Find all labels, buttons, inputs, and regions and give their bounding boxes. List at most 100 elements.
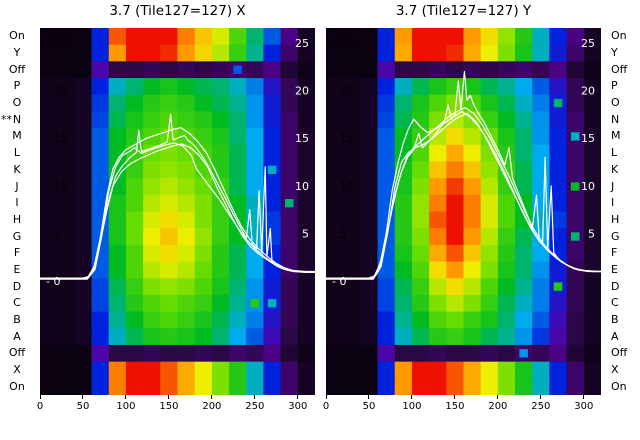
heatmap-cell	[194, 111, 213, 129]
heatmap-cell	[57, 228, 75, 246]
heatmap-cell	[343, 211, 361, 229]
heatmap-cell	[246, 61, 265, 79]
x-tick-mark	[497, 395, 499, 399]
heatmap-cell	[532, 144, 551, 163]
heatmap-cell	[463, 61, 482, 79]
heatmap-cell	[326, 44, 344, 62]
heatmap-cell	[497, 44, 516, 62]
heatmap-cell	[480, 261, 499, 279]
row-label-left: P	[13, 79, 21, 93]
heatmap-cell	[446, 278, 465, 296]
heatmap-cell	[394, 361, 413, 379]
heatmap-spot	[570, 182, 580, 191]
row-label-right: A	[611, 329, 619, 343]
heatmap-cell	[40, 28, 58, 46]
inner-ytick-right: 10	[581, 180, 595, 193]
heatmap-cell	[177, 228, 196, 246]
heatmap-cell	[360, 244, 379, 263]
heatmap-cell	[194, 344, 213, 363]
heatmap-cell	[411, 61, 430, 79]
heatmap-cell	[360, 278, 379, 296]
heatmap-cell	[40, 344, 58, 363]
heatmap-cell	[394, 194, 413, 213]
heatmap-cell	[74, 194, 93, 213]
heatmap-cell	[297, 161, 315, 179]
overlay-trace	[40, 113, 315, 279]
heatmap-cell	[429, 344, 447, 363]
heatmap-cell	[91, 161, 110, 179]
heatmap-cell	[411, 111, 430, 129]
heatmap-cell	[194, 378, 213, 395]
inner-ytick-left: - 25	[46, 37, 67, 50]
heatmap-cell	[74, 28, 93, 46]
heatmap-cell	[108, 61, 127, 79]
heatmap-cell	[411, 278, 430, 296]
row-label-right: P	[611, 79, 618, 93]
heatmap-cell	[211, 344, 230, 363]
heatmap-cell	[583, 278, 601, 296]
heatmap-cell	[74, 144, 93, 163]
heatmap-cell	[497, 28, 516, 46]
heatmap-cell	[57, 261, 75, 279]
heatmap-cell	[583, 94, 601, 113]
heatmap-cell	[143, 44, 161, 62]
heatmap-cell	[326, 311, 344, 329]
panel-title-y: 3.7 (Tile127=127) Y	[395, 3, 532, 19]
heatmap-cell	[394, 178, 413, 196]
heatmap-cell	[532, 278, 551, 296]
heatmap-cell	[532, 94, 551, 113]
heatmap-cell	[566, 361, 585, 379]
heatmap-spot	[553, 98, 563, 108]
heatmap-cell	[497, 378, 516, 395]
heatmap-cell	[280, 111, 299, 129]
heatmap-cell	[74, 378, 93, 395]
heatmap-cell	[246, 44, 265, 62]
heatmap-cell	[583, 228, 601, 246]
heatmap-cell	[108, 78, 127, 96]
row-label-right: X	[611, 363, 619, 376]
heatmap-cell	[246, 344, 265, 363]
row-label-right: G	[611, 229, 620, 243]
x-tick-label: 250	[531, 401, 551, 412]
heatmap-cell	[263, 194, 282, 213]
heatmap-cell	[160, 28, 179, 46]
heatmap-cell	[394, 94, 413, 113]
heatmap-cell	[194, 144, 213, 163]
heatmap-cell	[343, 378, 361, 395]
heatmap-cell	[246, 128, 265, 146]
heatmap-cell	[108, 361, 127, 379]
heatmap-cell	[532, 344, 551, 363]
heatmap-cell	[246, 94, 265, 113]
row-label-left: K	[13, 162, 21, 176]
heatmap-cell	[515, 294, 533, 313]
heatmap-cell	[463, 144, 482, 163]
heatmap-cell	[326, 228, 344, 246]
heatmap-cell	[263, 28, 282, 46]
heatmap-cell	[549, 128, 568, 146]
heatmap-cell	[143, 61, 161, 79]
heatmap-cell	[177, 61, 196, 79]
heatmap-cell	[515, 378, 533, 395]
heatmap-cell	[394, 278, 413, 296]
heatmap-cell	[74, 211, 93, 229]
heatmap-cell	[360, 128, 379, 146]
heatmap-cell	[108, 378, 127, 395]
heatmap-cell	[343, 311, 361, 329]
heatmap-cell	[143, 28, 161, 46]
heatmap-cell	[108, 178, 127, 196]
heatmap-cell	[463, 44, 482, 62]
heatmap-cell	[40, 261, 58, 279]
heatmap-cell	[74, 111, 93, 129]
heatmap-cell	[211, 44, 230, 62]
heatmap-cell	[177, 328, 196, 346]
heatmap-cell	[446, 28, 465, 46]
heatmap-cell	[297, 244, 315, 263]
heatmap-cell	[566, 328, 585, 346]
heatmap-cell	[566, 261, 585, 279]
heatmap-panel-y: - 25 25 - 20 20 - 15 15 - 10 10 - 5 5 - 0	[326, 28, 601, 395]
heatmap-cell	[360, 161, 379, 179]
heatmap-cell	[246, 328, 265, 346]
inner-ytick-left: - 0	[46, 275, 60, 288]
heatmap-cell	[280, 78, 299, 96]
heatmap-cell	[497, 328, 516, 346]
